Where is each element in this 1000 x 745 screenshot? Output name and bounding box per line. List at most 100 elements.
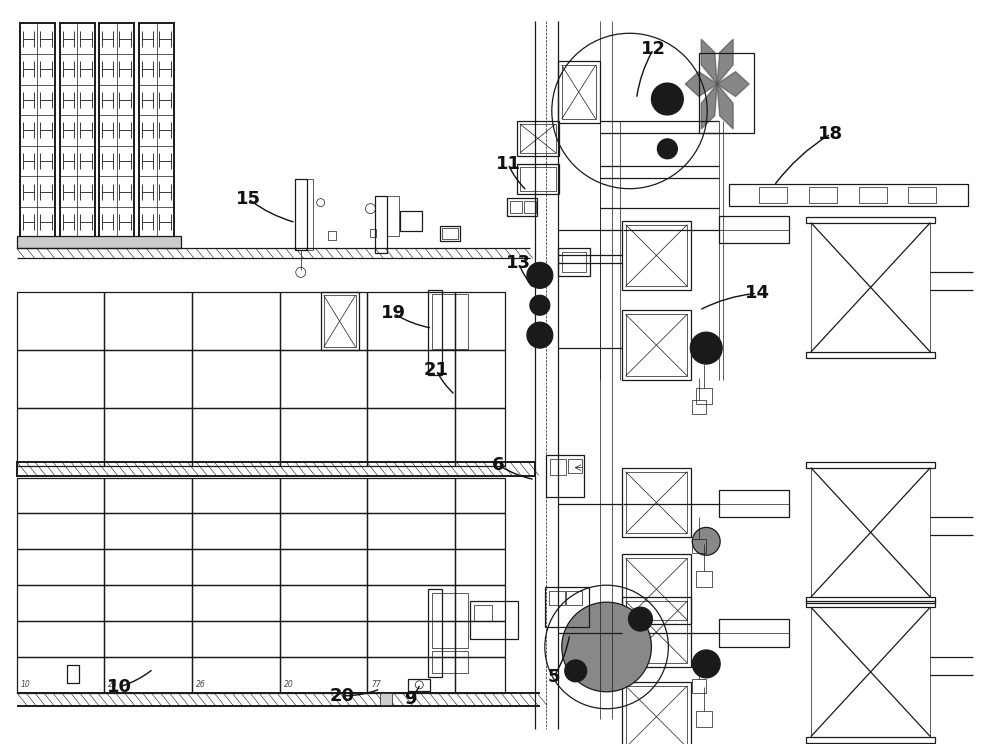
Bar bbox=[562, 65, 596, 119]
Bar bbox=[104, 513, 192, 549]
Bar bbox=[17, 657, 104, 693]
Bar bbox=[380, 693, 392, 705]
Bar bbox=[280, 350, 367, 408]
Bar bbox=[192, 586, 280, 621]
Bar bbox=[622, 554, 691, 624]
Text: 11: 11 bbox=[495, 155, 520, 173]
Polygon shape bbox=[717, 84, 733, 129]
Bar bbox=[280, 408, 367, 466]
Bar bbox=[17, 235, 181, 249]
Polygon shape bbox=[717, 39, 733, 84]
Bar bbox=[370, 229, 376, 236]
Bar bbox=[367, 549, 455, 586]
Bar bbox=[622, 310, 691, 380]
Bar bbox=[510, 200, 522, 212]
Bar bbox=[455, 586, 505, 621]
Bar bbox=[17, 478, 104, 513]
Bar bbox=[428, 589, 442, 677]
Bar bbox=[568, 459, 582, 472]
Text: 19: 19 bbox=[381, 304, 406, 323]
Bar bbox=[442, 227, 458, 239]
Bar bbox=[17, 621, 104, 657]
Text: 6: 6 bbox=[492, 456, 504, 474]
Bar bbox=[432, 593, 468, 648]
Text: 10: 10 bbox=[21, 680, 31, 689]
Bar bbox=[455, 513, 505, 549]
Bar bbox=[428, 291, 442, 375]
Bar bbox=[455, 657, 505, 693]
Bar bbox=[367, 657, 455, 693]
Bar bbox=[545, 587, 589, 627]
Text: 26: 26 bbox=[196, 680, 206, 689]
Bar bbox=[626, 314, 687, 376]
Bar bbox=[280, 621, 367, 657]
Polygon shape bbox=[685, 72, 717, 97]
Bar bbox=[280, 478, 367, 513]
Bar bbox=[104, 621, 192, 657]
Bar bbox=[17, 462, 535, 475]
Bar bbox=[699, 53, 754, 133]
Bar bbox=[20, 23, 55, 238]
Bar bbox=[432, 294, 468, 349]
Bar bbox=[400, 211, 422, 230]
Text: 23: 23 bbox=[108, 680, 118, 689]
Bar bbox=[104, 350, 192, 408]
Bar bbox=[321, 292, 359, 350]
Bar bbox=[367, 478, 455, 513]
Bar bbox=[455, 478, 505, 513]
Bar bbox=[455, 350, 505, 408]
Bar bbox=[806, 601, 935, 607]
Bar bbox=[719, 619, 789, 647]
Bar bbox=[328, 230, 336, 241]
Bar bbox=[520, 124, 556, 153]
Bar bbox=[626, 601, 687, 663]
Bar bbox=[375, 196, 387, 253]
Bar bbox=[806, 737, 935, 743]
Text: 13: 13 bbox=[506, 254, 531, 273]
Text: 9: 9 bbox=[404, 690, 417, 708]
Circle shape bbox=[565, 660, 587, 682]
Bar bbox=[470, 601, 518, 639]
Bar bbox=[104, 586, 192, 621]
Bar bbox=[280, 657, 367, 693]
Bar bbox=[192, 292, 280, 350]
Bar bbox=[192, 549, 280, 586]
Bar bbox=[104, 478, 192, 513]
Bar bbox=[811, 468, 930, 597]
Text: 77: 77 bbox=[371, 680, 381, 689]
Bar bbox=[806, 217, 935, 223]
Bar bbox=[622, 682, 691, 745]
Bar bbox=[17, 408, 104, 466]
Bar bbox=[324, 295, 356, 347]
Bar bbox=[562, 253, 586, 273]
Text: 21: 21 bbox=[424, 361, 449, 379]
Bar bbox=[17, 350, 104, 408]
Circle shape bbox=[530, 295, 550, 315]
Bar bbox=[280, 513, 367, 549]
Bar bbox=[811, 607, 930, 737]
Bar bbox=[811, 223, 930, 352]
Text: 20: 20 bbox=[330, 687, 355, 705]
Bar bbox=[696, 388, 712, 404]
Circle shape bbox=[629, 607, 652, 631]
Bar bbox=[455, 549, 505, 586]
Bar bbox=[192, 621, 280, 657]
Text: 18: 18 bbox=[818, 125, 843, 143]
Bar bbox=[517, 121, 559, 156]
Bar bbox=[908, 187, 936, 203]
Bar bbox=[474, 605, 492, 621]
Polygon shape bbox=[701, 84, 717, 129]
Bar bbox=[367, 621, 455, 657]
Bar bbox=[729, 184, 968, 206]
Bar bbox=[367, 350, 455, 408]
Bar bbox=[806, 352, 935, 358]
Circle shape bbox=[692, 527, 720, 555]
Bar bbox=[558, 61, 600, 123]
Bar bbox=[307, 179, 313, 250]
Bar bbox=[809, 187, 837, 203]
Bar bbox=[440, 226, 460, 241]
Bar bbox=[626, 472, 687, 533]
Bar bbox=[626, 686, 687, 745]
Bar bbox=[367, 586, 455, 621]
Bar bbox=[622, 597, 691, 667]
